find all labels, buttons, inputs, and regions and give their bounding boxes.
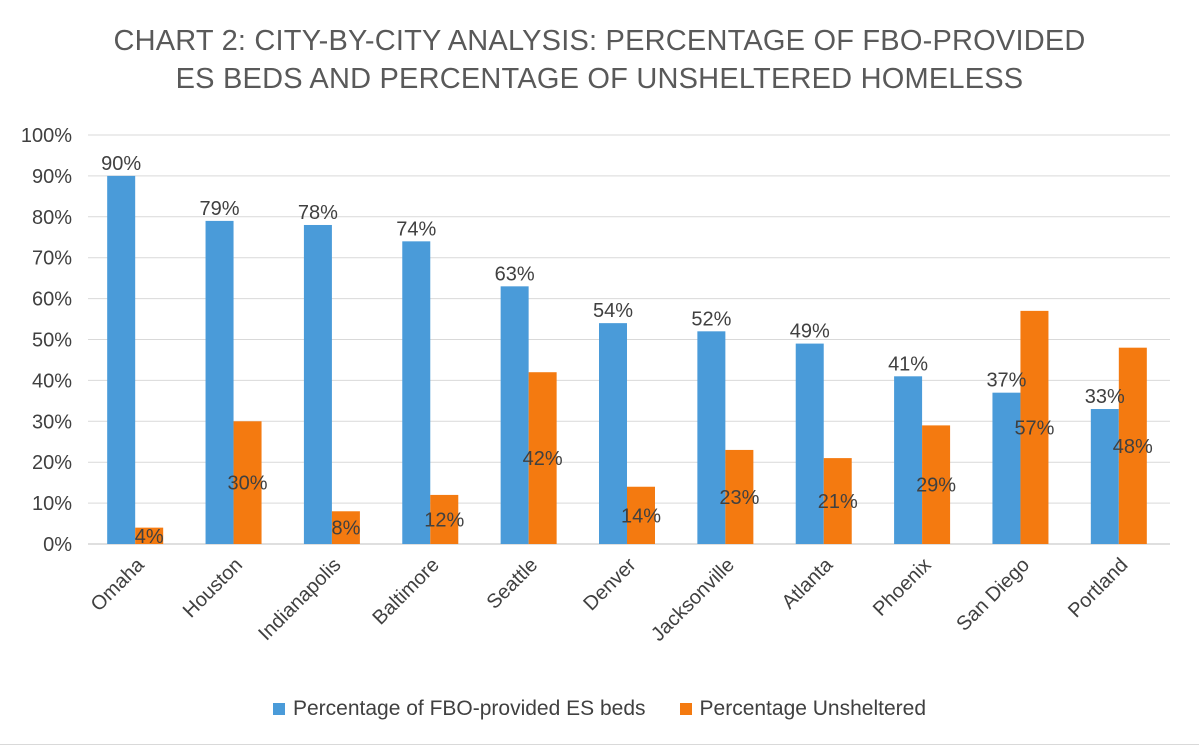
data-label-unsheltered: 30% bbox=[228, 473, 268, 495]
y-tick-label: 80% bbox=[32, 207, 72, 229]
data-label-fbo: 74% bbox=[396, 218, 436, 240]
x-tick-label: Indianapolis bbox=[254, 554, 345, 645]
x-tick-label: Portland bbox=[1064, 554, 1132, 622]
bar-unsheltered bbox=[627, 486, 655, 544]
bar-unsheltered bbox=[528, 372, 557, 544]
legend-label-fbo: Percentage of FBO-provided ES beds bbox=[292, 697, 646, 720]
x-tick-label: Omaha bbox=[87, 553, 150, 616]
data-label-unsheltered: 21% bbox=[818, 491, 858, 513]
bar-unsheltered bbox=[430, 494, 459, 544]
data-label-fbo: 52% bbox=[691, 308, 731, 330]
x-axis: Omaha Houston Indianapolis Baltimore Seattle… bbox=[87, 553, 1133, 645]
data-label-unsheltered: 12% bbox=[424, 509, 464, 531]
y-tick-label: 60% bbox=[32, 289, 72, 311]
bar-unsheltered bbox=[1020, 310, 1049, 544]
y-tick-label: 10% bbox=[32, 493, 72, 515]
x-tick-label: Phoenix bbox=[869, 554, 936, 621]
data-label-unsheltered: 23% bbox=[719, 487, 759, 509]
data-label-unsheltered: 57% bbox=[1014, 417, 1054, 439]
data-label-unsheltered: 14% bbox=[621, 505, 661, 527]
y-tick-label: 0% bbox=[43, 534, 72, 556]
bar-fbo bbox=[500, 286, 529, 544]
data-label-fbo: 78% bbox=[298, 202, 338, 224]
bar-fbo bbox=[697, 331, 726, 544]
data-label-fbo: 33% bbox=[1085, 386, 1125, 408]
y-tick-label: 50% bbox=[32, 330, 72, 352]
x-tick-label: Baltimore bbox=[369, 554, 444, 629]
x-tick-label: Seattle bbox=[483, 554, 543, 614]
data-label-unsheltered: 48% bbox=[1113, 436, 1153, 458]
legend-item-unsheltered: Percentage Unsheltered bbox=[679, 697, 926, 721]
bar-fbo bbox=[795, 343, 824, 544]
bar-unsheltered bbox=[922, 425, 951, 544]
chart-title: CHART 2: CITY-BY-CITY ANALYSIS: PERCENTA… bbox=[0, 22, 1199, 98]
gridlines bbox=[88, 134, 1170, 545]
y-tick-label: 20% bbox=[32, 452, 72, 474]
bar-fbo bbox=[1090, 409, 1119, 544]
y-tick-label: 100% bbox=[21, 125, 72, 147]
x-tick-label: Denver bbox=[579, 554, 640, 615]
bottom-rule bbox=[0, 744, 1199, 745]
bar-fbo bbox=[894, 376, 923, 544]
bar-unsheltered bbox=[725, 449, 754, 544]
data-label-fbo: 79% bbox=[200, 198, 240, 220]
bars: 90% 4% 79% 30% 78% 8% 74% 12% 63% 42% 54% 14% 52% 23%… bbox=[101, 153, 1153, 548]
y-tick-label: 70% bbox=[32, 248, 72, 270]
data-label-fbo: 37% bbox=[986, 370, 1026, 392]
bar-unsheltered bbox=[1118, 347, 1147, 544]
data-label-fbo: 41% bbox=[888, 353, 928, 375]
data-label-fbo: 49% bbox=[790, 321, 830, 343]
data-label-fbo: 54% bbox=[593, 300, 633, 322]
x-tick-label: Houston bbox=[179, 554, 247, 622]
chart-title-line-1: CHART 2: CITY-BY-CITY ANALYSIS: PERCENTA… bbox=[113, 25, 1086, 57]
data-label-unsheltered: 42% bbox=[523, 448, 563, 470]
y-tick-label: 90% bbox=[32, 166, 72, 188]
bar-fbo bbox=[107, 175, 136, 544]
bar-unsheltered bbox=[823, 458, 852, 544]
bar-fbo bbox=[599, 323, 627, 544]
bar-unsheltered bbox=[331, 511, 360, 544]
bar-unsheltered bbox=[233, 421, 262, 544]
legend-label-unsheltered: Percentage Unsheltered bbox=[699, 697, 926, 720]
data-label-unsheltered: 29% bbox=[916, 475, 956, 497]
y-tick-label: 30% bbox=[32, 411, 72, 433]
chart-title-line-2: ES BEDS AND PERCENTAGE OF UNSHELTERED HO… bbox=[175, 63, 1024, 95]
bar-fbo bbox=[402, 241, 431, 544]
y-axis: 0% 10% 20% 30% 40% 50% 60% 70% 80% 90% 100% bbox=[21, 125, 72, 556]
y-tick-label: 40% bbox=[32, 370, 72, 392]
bar-unsheltered bbox=[135, 527, 164, 544]
x-tick-label: Jacksonville bbox=[647, 554, 739, 646]
bar-fbo bbox=[992, 392, 1021, 544]
legend: Percentage of FBO-provided ES beds Perce… bbox=[0, 697, 1199, 721]
bar-fbo bbox=[205, 220, 234, 544]
bar-chart: 0% 10% 20% 30% 40% 50% 60% 70% 80% 90% 100% 90% 4% 7… bbox=[21, 125, 1170, 646]
x-tick-label: Atlanta bbox=[778, 553, 838, 613]
bar-fbo bbox=[303, 224, 332, 545]
legend-item-fbo: Percentage of FBO-provided ES beds bbox=[272, 697, 646, 721]
data-label-unsheltered: 8% bbox=[331, 518, 360, 540]
data-label-fbo: 63% bbox=[495, 263, 535, 285]
data-label-unsheltered: 4% bbox=[135, 526, 164, 548]
x-tick-label: San Diego bbox=[952, 554, 1034, 636]
legend-swatch-unsheltered bbox=[679, 703, 692, 715]
data-label-fbo: 90% bbox=[101, 153, 141, 175]
legend-swatch-fbo bbox=[272, 703, 285, 715]
